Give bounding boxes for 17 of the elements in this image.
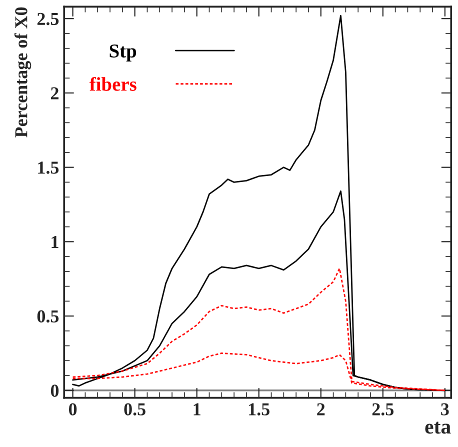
x-tick-label: 3 <box>441 403 449 416</box>
y-tick-label: 0.5 <box>37 310 59 323</box>
x-tick-label: 1 <box>194 403 200 416</box>
y-axis-title: Percentage of X0 <box>14 7 32 138</box>
x-tick-label: 0.5 <box>124 403 146 416</box>
y-tick-label: 0 <box>50 384 59 397</box>
x-tick-label: 2 <box>317 403 325 416</box>
legend-label: Stp <box>110 44 136 62</box>
y-tick-label: 1.5 <box>38 162 59 174</box>
y-tick-label: 2.5 <box>37 12 59 26</box>
legend-label: fibers <box>90 76 136 91</box>
x-axis-title: eta <box>425 422 451 434</box>
y-tick-label: 2 <box>50 87 58 100</box>
x-tick-label: 0 <box>68 403 77 416</box>
x-tick-label: 1.5 <box>249 403 270 416</box>
y-tick-label: 1 <box>52 236 58 248</box>
x-tick-label: 2.5 <box>372 403 394 416</box>
